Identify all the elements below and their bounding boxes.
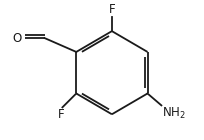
Text: NH$_2$: NH$_2$ <box>162 106 186 122</box>
Text: F: F <box>58 108 65 121</box>
Text: F: F <box>109 3 115 16</box>
Text: O: O <box>13 32 22 45</box>
